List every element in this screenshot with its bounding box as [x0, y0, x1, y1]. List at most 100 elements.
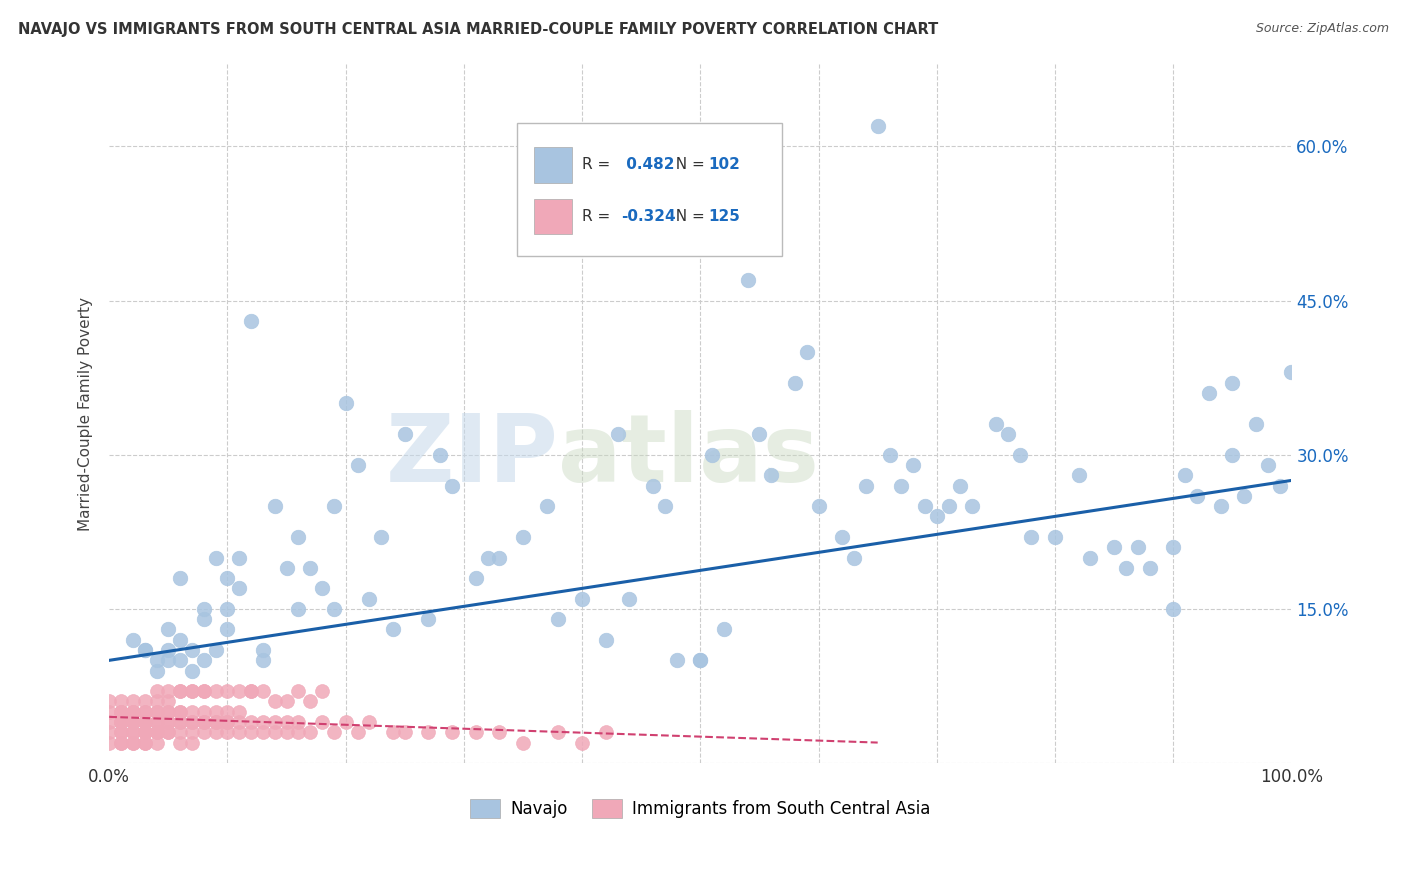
Text: 102: 102 — [709, 157, 741, 172]
Point — [240, 714, 263, 729]
Point — [98, 705, 121, 719]
Point — [204, 684, 226, 698]
Point — [134, 714, 156, 729]
Point — [299, 694, 322, 708]
Point — [1268, 478, 1291, 492]
Point — [287, 725, 309, 739]
Point — [110, 714, 132, 729]
Point — [997, 427, 1019, 442]
Point — [145, 714, 167, 729]
Point — [240, 725, 263, 739]
Point — [252, 643, 274, 657]
Point — [488, 550, 510, 565]
Point — [193, 684, 215, 698]
Point — [110, 725, 132, 739]
Point — [134, 735, 156, 749]
Point — [98, 714, 121, 729]
Point — [287, 530, 309, 544]
Point — [240, 684, 263, 698]
Point — [134, 725, 156, 739]
Point — [1198, 386, 1220, 401]
Point — [110, 694, 132, 708]
Point — [193, 684, 215, 698]
Point — [122, 725, 145, 739]
Point — [394, 725, 416, 739]
Point — [98, 694, 121, 708]
Point — [547, 612, 569, 626]
Point — [134, 705, 156, 719]
Point — [322, 499, 344, 513]
Point — [217, 571, 239, 585]
Point — [394, 427, 416, 442]
Point — [571, 591, 593, 606]
Point — [914, 499, 936, 513]
Point — [145, 705, 167, 719]
Point — [287, 684, 309, 698]
Point — [1102, 540, 1125, 554]
Point — [110, 725, 132, 739]
Point — [335, 714, 357, 729]
Point — [204, 714, 226, 729]
Point — [1233, 489, 1256, 503]
Point — [145, 725, 167, 739]
Text: R =: R = — [582, 209, 616, 224]
Text: -0.324: -0.324 — [621, 209, 676, 224]
Point — [299, 561, 322, 575]
Point — [169, 571, 191, 585]
Point — [217, 725, 239, 739]
Point — [217, 602, 239, 616]
Point — [311, 582, 333, 596]
Point — [322, 725, 344, 739]
Point — [276, 725, 298, 739]
Point — [122, 714, 145, 729]
Point — [181, 725, 204, 739]
Point — [322, 602, 344, 616]
Point — [181, 664, 204, 678]
Point — [217, 714, 239, 729]
Point — [157, 653, 180, 667]
Point — [145, 725, 167, 739]
Point — [145, 725, 167, 739]
Point — [181, 714, 204, 729]
Point — [145, 714, 167, 729]
Point — [169, 705, 191, 719]
Legend: Navajo, Immigrants from South Central Asia: Navajo, Immigrants from South Central As… — [464, 792, 938, 825]
Point — [169, 684, 191, 698]
Point — [169, 714, 191, 729]
Point — [217, 705, 239, 719]
Point — [145, 705, 167, 719]
Point — [110, 705, 132, 719]
Point — [949, 478, 972, 492]
Point — [276, 561, 298, 575]
Point — [122, 725, 145, 739]
Point — [181, 705, 204, 719]
Point — [512, 735, 534, 749]
Point — [134, 735, 156, 749]
Point — [263, 725, 285, 739]
Point — [122, 705, 145, 719]
Point — [606, 427, 628, 442]
Point — [1067, 468, 1090, 483]
Point — [169, 714, 191, 729]
Point — [1209, 499, 1232, 513]
Point — [1115, 561, 1137, 575]
Point — [689, 653, 711, 667]
Point — [240, 314, 263, 328]
Point — [855, 478, 877, 492]
Point — [1161, 540, 1184, 554]
Point — [157, 694, 180, 708]
Point — [157, 705, 180, 719]
Point — [1220, 376, 1243, 390]
Point — [134, 705, 156, 719]
Point — [157, 714, 180, 729]
Text: 0.482: 0.482 — [621, 157, 675, 172]
Point — [359, 591, 381, 606]
Point — [689, 653, 711, 667]
Point — [429, 448, 451, 462]
Point — [110, 735, 132, 749]
Point — [157, 705, 180, 719]
Point — [98, 725, 121, 739]
Point — [157, 725, 180, 739]
Point — [1021, 530, 1043, 544]
Point — [842, 550, 865, 565]
